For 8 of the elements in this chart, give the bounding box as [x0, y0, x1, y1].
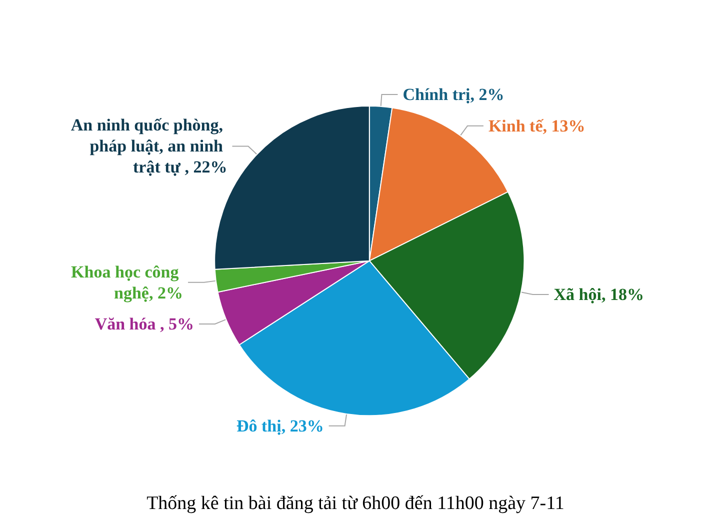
slice-label: Kinh tế, 13% — [488, 116, 586, 136]
slice-label: Văn hóa , 5% — [94, 314, 194, 334]
slice-label: Khoa học công nghệ, 2% — [71, 262, 183, 302]
slice-label: Xã hội, 18% — [554, 285, 644, 304]
slice-label: Đô thị, 23% — [236, 416, 324, 436]
slice-label: Chính trị, 2% — [402, 84, 504, 104]
text: Thống kê tin bài đăng tải từ 6h00 đến 11h00 ngày 7-11 — [146, 493, 564, 514]
slice-label: An ninh quốc phòng, pháp luật, an ninh trật tự , 22% — [70, 116, 228, 177]
